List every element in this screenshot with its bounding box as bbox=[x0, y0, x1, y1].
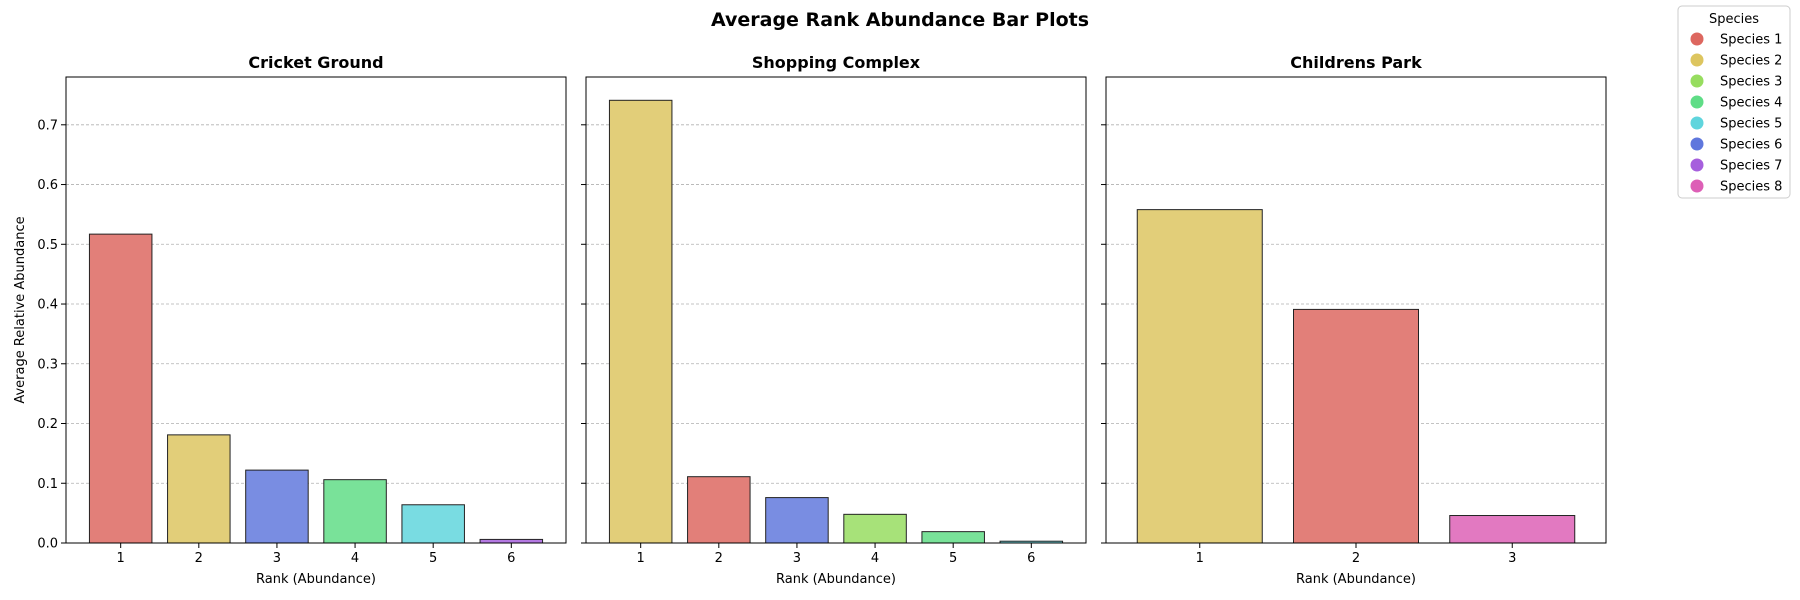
x-axis-label: Rank (Abundance) bbox=[256, 572, 376, 587]
y-axis-label: Average Relative Abundance bbox=[13, 216, 28, 403]
x-tick-label: 4 bbox=[871, 551, 879, 566]
legend-entry: Species 8 bbox=[1690, 179, 1782, 195]
legend-entry: Species 1 bbox=[1690, 32, 1782, 48]
x-tick-label: 1 bbox=[637, 551, 645, 566]
legend-label: Species 2 bbox=[1720, 54, 1782, 69]
legend-entry: Species 6 bbox=[1690, 137, 1782, 153]
x-axis-label: Rank (Abundance) bbox=[776, 572, 896, 587]
bar-rank-6 bbox=[479, 538, 544, 544]
legend-marker bbox=[1690, 137, 1704, 151]
x-tick-label: 3 bbox=[1508, 551, 1516, 566]
bar-rank-2 bbox=[167, 434, 231, 544]
legend-marker bbox=[1690, 179, 1704, 193]
bar-rank-4 bbox=[843, 513, 907, 544]
y-tick-label: 0.1 bbox=[37, 477, 58, 492]
legend-entry: Species 7 bbox=[1690, 158, 1782, 174]
x-tick-label: 3 bbox=[793, 551, 801, 566]
legend-marker bbox=[1690, 32, 1704, 46]
legend-label: Species 5 bbox=[1720, 117, 1782, 132]
subplot-title: Shopping Complex bbox=[752, 53, 921, 72]
x-tick-label: 2 bbox=[715, 551, 723, 566]
bar-rank-1 bbox=[1136, 209, 1263, 544]
y-tick-label: 0.6 bbox=[37, 178, 58, 193]
y-tick-label: 0.7 bbox=[37, 118, 58, 133]
x-tick-label: 5 bbox=[429, 551, 437, 566]
plot-frame bbox=[585, 76, 1087, 544]
bar-rank-2 bbox=[1293, 308, 1419, 544]
legend-entry: Species 5 bbox=[1690, 116, 1782, 132]
bar-rank-2 bbox=[687, 476, 751, 544]
legend-label: Species 7 bbox=[1720, 159, 1782, 174]
bar-rank-5 bbox=[921, 531, 985, 544]
plot-frame bbox=[65, 76, 567, 544]
legend-label: Species 1 bbox=[1720, 33, 1782, 48]
legend-marker bbox=[1690, 158, 1704, 172]
bar-rank-3 bbox=[245, 469, 309, 544]
x-tick-label: 1 bbox=[117, 551, 125, 566]
panel-1: 0.0 0.1 0.2 0.3 0.4 0.5 0.6 0.7 1 2 3 4 5 6 Cricket Gr… bbox=[13, 53, 567, 587]
x-tick-label: 3 bbox=[273, 551, 281, 566]
y-tick-label: 0.2 bbox=[37, 417, 58, 432]
y-tick-label: 0.4 bbox=[37, 298, 58, 313]
bar-rank-1 bbox=[88, 233, 153, 544]
legend-marker bbox=[1690, 53, 1704, 67]
x-tick-label: 2 bbox=[195, 551, 203, 566]
bar-rank-5 bbox=[401, 504, 465, 544]
bar-rank-3 bbox=[1449, 515, 1576, 544]
x-tick-label: 4 bbox=[351, 551, 359, 566]
legend-label: Species 4 bbox=[1720, 96, 1782, 111]
panel-2: 1 2 3 4 5 6 Shopping Complex Rank (Abundance) bbox=[581, 53, 1087, 587]
subplot-title: Childrens Park bbox=[1290, 53, 1422, 72]
legend-entry: Species 2 bbox=[1690, 53, 1782, 69]
legend-entry: Species 4 bbox=[1690, 95, 1782, 111]
legend-title: Species bbox=[1709, 12, 1759, 27]
y-tick-label: 0.5 bbox=[37, 238, 58, 253]
legend-marker bbox=[1690, 95, 1704, 109]
subplot-title: Cricket Ground bbox=[248, 53, 383, 72]
y-tick-label: 0.3 bbox=[37, 357, 58, 372]
x-tick-label: 2 bbox=[1352, 551, 1360, 566]
bar-rank-1 bbox=[608, 99, 673, 544]
bar-rank-4 bbox=[323, 479, 387, 544]
x-axis-label: Rank (Abundance) bbox=[1296, 572, 1416, 587]
plot-frame bbox=[1105, 76, 1607, 544]
legend-label: Species 6 bbox=[1720, 138, 1782, 153]
panel-3: 1 2 3 Childrens Park Rank (Abundance) bbox=[1101, 53, 1607, 587]
legend-frame bbox=[1677, 5, 1791, 199]
x-tick-label: 5 bbox=[949, 551, 957, 566]
panels: 0.0 0.1 0.2 0.3 0.4 0.5 0.6 0.7 1 2 3 4 5 6 Cricket Gr… bbox=[13, 53, 1607, 587]
x-tick-label: 1 bbox=[1196, 551, 1204, 566]
legend-entries: Species 1 Species 2 Species 3 Species 4 Spec… bbox=[1690, 32, 1782, 195]
y-tick-label: 0.0 bbox=[37, 537, 58, 552]
x-tick-label: 6 bbox=[1027, 551, 1035, 566]
legend-marker bbox=[1690, 116, 1704, 130]
bar-rank-3 bbox=[765, 497, 829, 544]
figure-title: Average Rank Abundance Bar Plots bbox=[711, 9, 1089, 31]
legend-label: Species 3 bbox=[1720, 75, 1782, 90]
legend-entry: Species 3 bbox=[1690, 74, 1782, 90]
legend-label: Species 8 bbox=[1720, 180, 1782, 195]
x-tick-label: 6 bbox=[507, 551, 515, 566]
legend-marker bbox=[1690, 74, 1704, 88]
